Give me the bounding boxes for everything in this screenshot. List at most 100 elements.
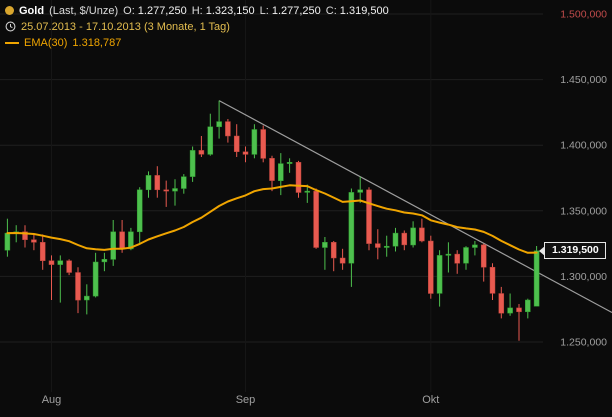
- candle-body: [260, 129, 266, 159]
- candle-body: [392, 232, 399, 247]
- instrument-row: Gold (Last, $/Unze) O: 1.277,250 H: 1.32…: [5, 3, 389, 18]
- high-label: H:: [191, 4, 203, 17]
- candle-body: [136, 189, 143, 233]
- candle-body: [436, 255, 443, 294]
- ema-swatch-icon: [5, 41, 19, 44]
- ohlc-close: C: 1.319,500: [326, 5, 389, 17]
- candle-body: [383, 245, 390, 248]
- candle-body: [66, 260, 72, 273]
- candle-body: [463, 247, 469, 264]
- candle-body: [31, 239, 37, 243]
- candle-body: [163, 189, 169, 192]
- candle-body: [330, 242, 337, 259]
- instrument-icon: [5, 6, 14, 15]
- candle-body: [286, 162, 293, 164]
- candle-body: [251, 129, 258, 155]
- candle-body: [454, 253, 460, 264]
- close-label: C:: [325, 4, 337, 17]
- candle-body: [472, 244, 478, 248]
- y-axis-label: 1.500,000: [560, 9, 607, 21]
- last-price-tag: 1.319,500: [539, 242, 606, 259]
- y-axis-label: 1.300,000: [560, 271, 607, 283]
- candle-body: [207, 126, 214, 155]
- date-range-row: 25.07.2013 - 17.10.2013 (3 Monate, 1 Tag…: [5, 19, 389, 34]
- candle-body: [516, 307, 522, 313]
- ohlc-low: L: 1.277,250: [260, 5, 321, 17]
- candle-body: [57, 260, 64, 265]
- candle-body: [348, 192, 355, 264]
- candle-body: [110, 231, 116, 260]
- last-price-value: 1.319,500: [552, 244, 599, 256]
- low-label: L:: [259, 4, 269, 17]
- ohlc-open: O: 1.277,250: [123, 5, 187, 17]
- candle-body: [419, 227, 425, 242]
- candle-body: [172, 188, 178, 192]
- candle-body: [533, 250, 540, 307]
- close-value: 1.319,500: [339, 4, 389, 17]
- open-value: 1.277,250: [137, 4, 187, 17]
- x-axis-label: Sep: [236, 394, 256, 406]
- candle-body: [269, 158, 275, 181]
- candle-body: [445, 253, 452, 256]
- candle-body: [233, 135, 240, 152]
- x-axis-label: Aug: [42, 394, 62, 406]
- low-value: 1.277,250: [271, 4, 321, 17]
- candle-body: [48, 260, 55, 265]
- candle-body: [189, 150, 196, 177]
- candle-body: [225, 121, 231, 137]
- candles[interactable]: [4, 100, 540, 341]
- candle-body: [428, 240, 434, 294]
- downtrend-line[interactable]: [218, 100, 612, 314]
- candle-body: [357, 189, 363, 193]
- grid-lines: [0, 0, 543, 392]
- candle-body: [154, 175, 161, 191]
- date-range: 25.07.2013 - 17.10.2013 (3 Monate, 1 Tag…: [21, 20, 230, 33]
- candle-body: [216, 121, 222, 128]
- candle-body: [366, 189, 372, 244]
- y-axis-label: 1.350,000: [560, 205, 607, 217]
- candle-body: [39, 242, 46, 261]
- candle-body: [313, 190, 319, 248]
- candle-body: [198, 150, 205, 155]
- candle-body: [278, 163, 284, 181]
- candle-body: [145, 175, 152, 191]
- candle-body: [339, 257, 346, 264]
- candle-body: [101, 259, 108, 263]
- ohlc-high: H: 1.323,150: [192, 5, 255, 17]
- candle-body: [181, 176, 187, 189]
- y-axis-label: 1.250,000: [560, 337, 607, 349]
- candle-body: [84, 295, 90, 301]
- candle-body: [75, 272, 81, 301]
- x-axis-label: Okt: [422, 394, 439, 406]
- candle-body: [401, 232, 408, 246]
- candle-body: [489, 266, 496, 294]
- candle-body: [375, 243, 381, 248]
- open-label: O:: [123, 4, 135, 17]
- candle-body: [4, 232, 11, 251]
- candle-body: [22, 231, 28, 240]
- instrument-name: Gold: [19, 4, 45, 17]
- clock-icon: [5, 21, 16, 32]
- candle-body: [128, 231, 134, 250]
- candle-body: [480, 244, 487, 268]
- candle-body: [525, 299, 531, 313]
- candle-body: [295, 162, 302, 193]
- high-value: 1.323,150: [205, 4, 255, 17]
- candle-body: [304, 190, 311, 193]
- candle-body: [322, 242, 328, 248]
- indicator-label: EMA(30): [24, 36, 68, 49]
- ema-line[interactable]: [6, 184, 538, 254]
- y-axis-label: 1.450,000: [560, 74, 607, 86]
- chart-header: Gold (Last, $/Unze) O: 1.277,250 H: 1.32…: [5, 3, 389, 50]
- candle-body: [498, 293, 505, 314]
- candle-body: [507, 307, 513, 314]
- candle-body: [410, 227, 416, 246]
- instrument-detail: (Last, $/Unze): [49, 4, 119, 17]
- candle-body: [92, 261, 99, 297]
- indicator-row[interactable]: EMA(30) 1.318,787: [5, 35, 389, 50]
- indicator-value: 1.318,787: [72, 36, 122, 49]
- candle-body: [242, 151, 249, 155]
- candle-body: [119, 231, 125, 250]
